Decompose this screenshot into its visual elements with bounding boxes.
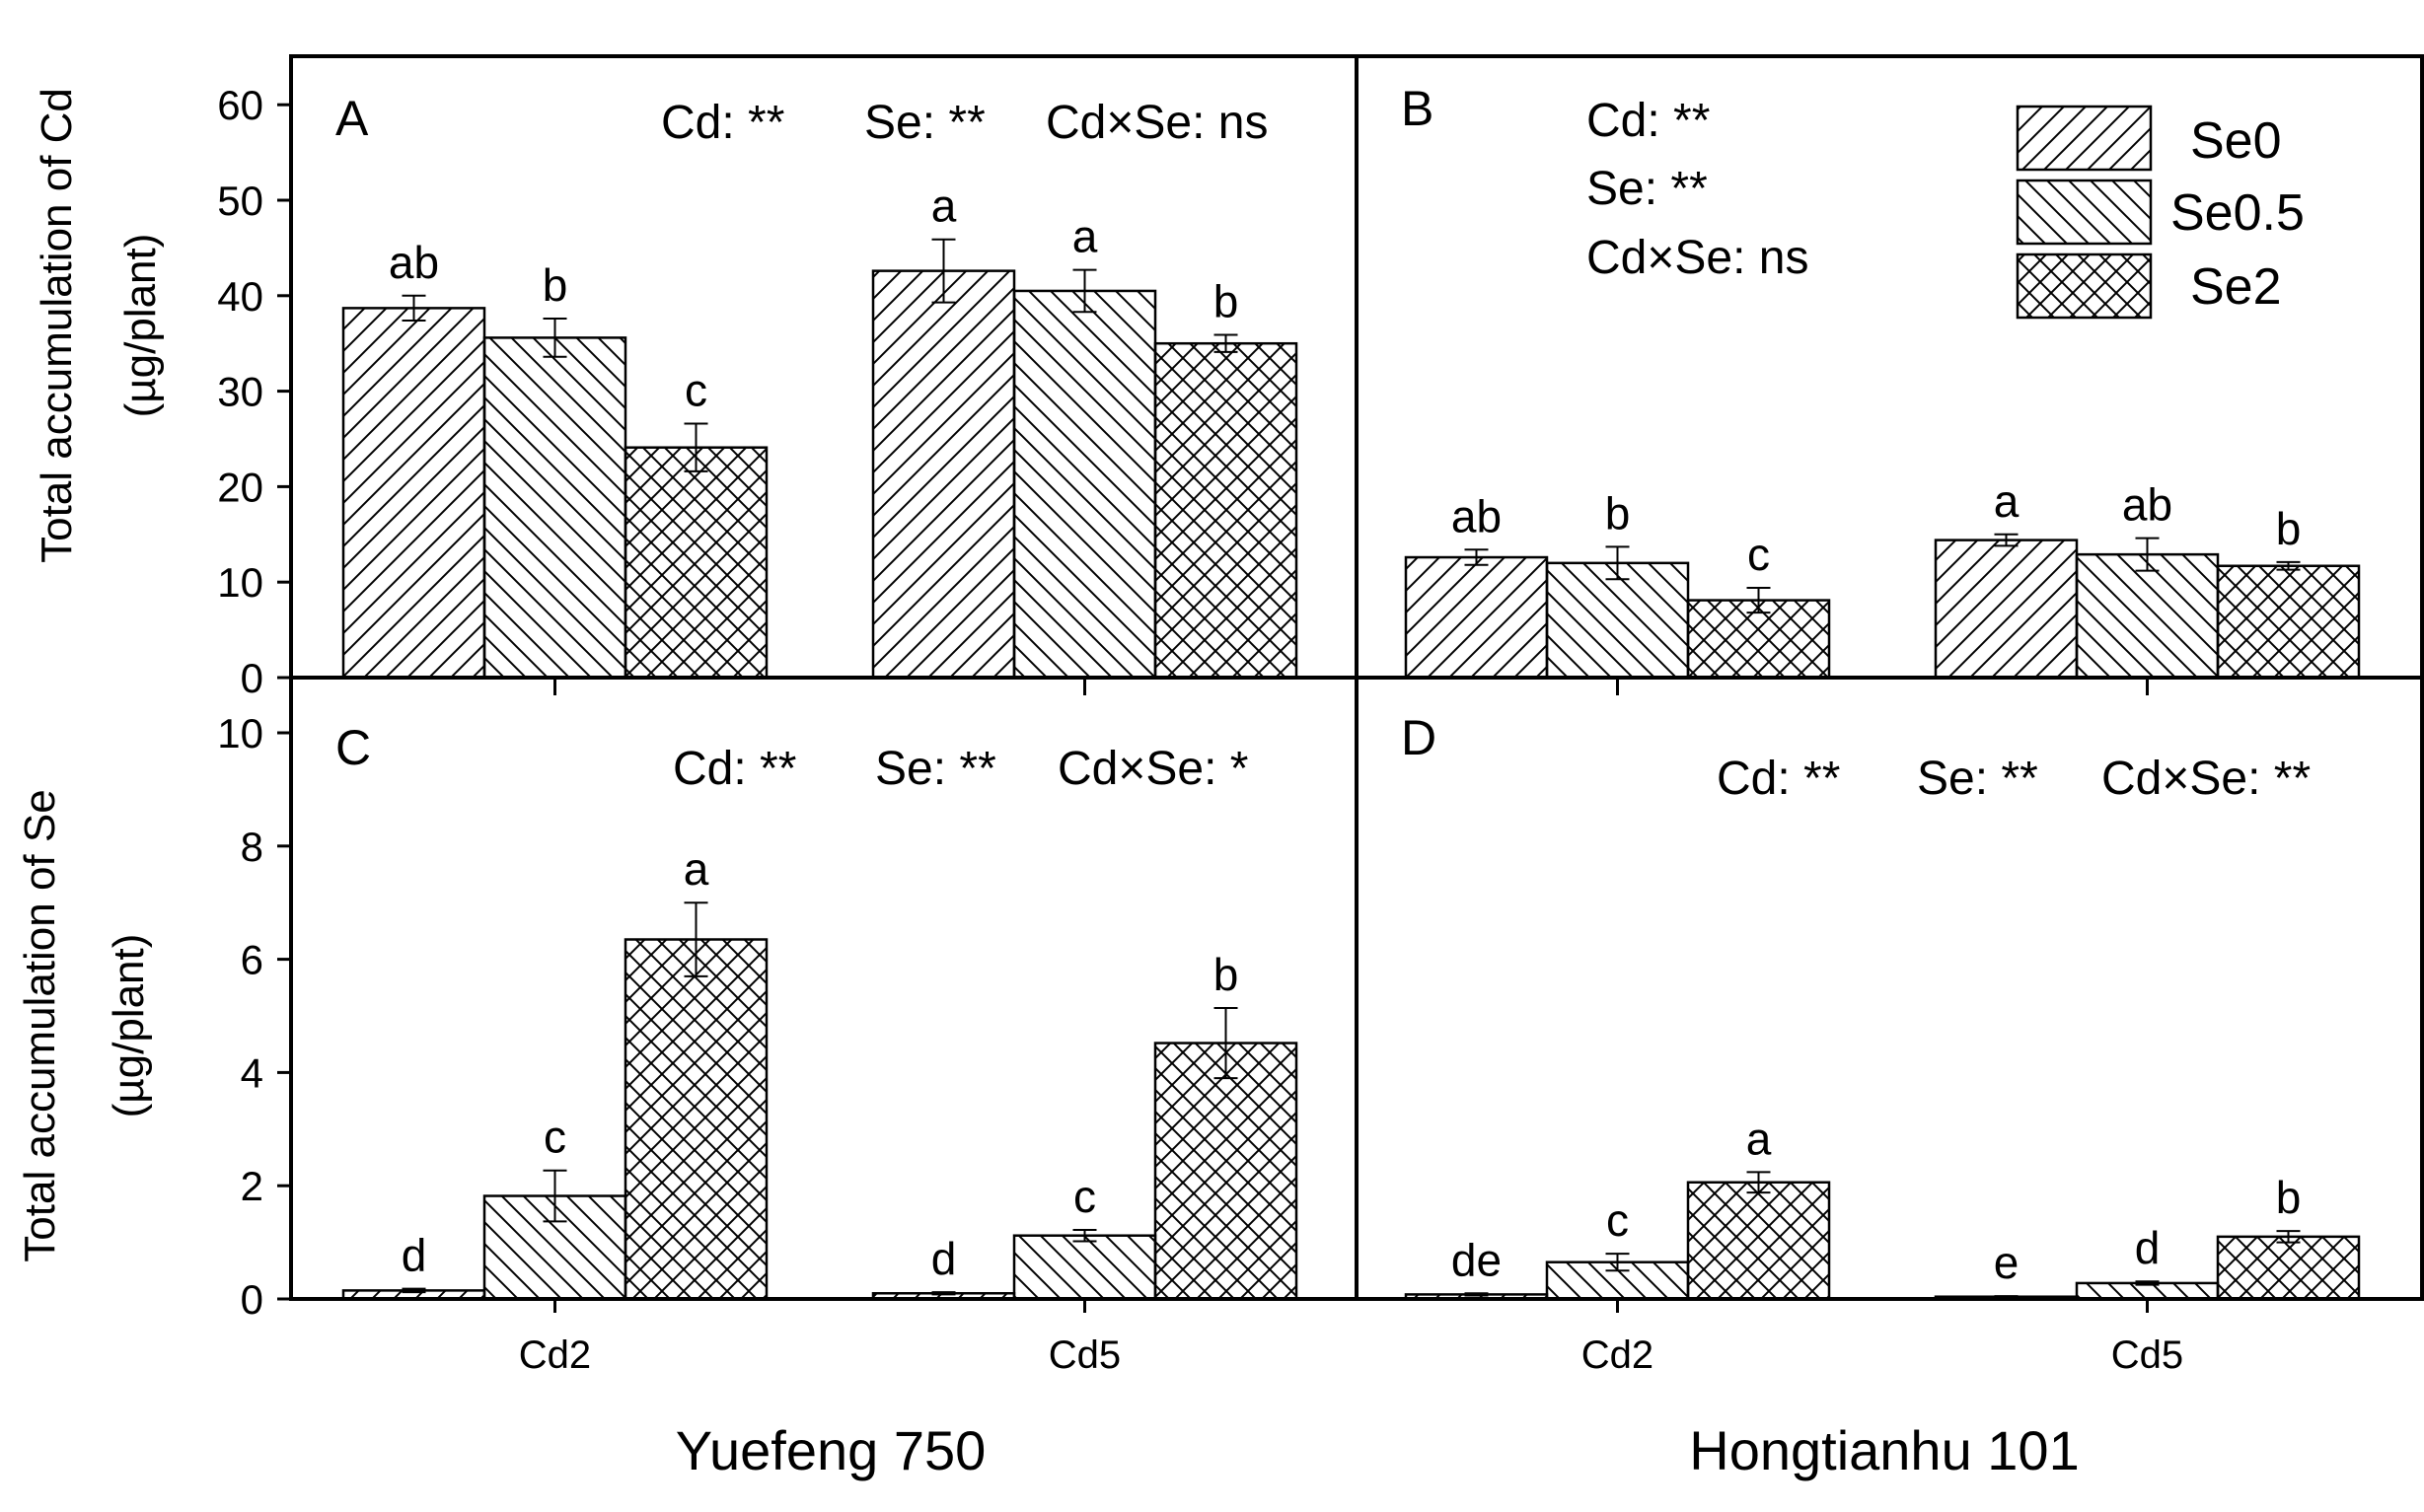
- bar: [1153, 341, 1298, 680]
- significance-letter: ab: [2122, 479, 2172, 531]
- y-tick-label: 6: [241, 937, 263, 983]
- significance-letter: c: [544, 1112, 566, 1163]
- bar: [2216, 1235, 2361, 1301]
- significance-letter: a: [1994, 475, 2020, 527]
- significance-letter: a: [931, 180, 957, 232]
- bar: [1686, 1181, 1831, 1301]
- anova-annotation: Se: **: [875, 743, 996, 795]
- significance-letter: b: [1605, 487, 1631, 539]
- bar: [871, 269, 1016, 680]
- y-title-cd-line2: (µg/plant): [116, 234, 165, 418]
- x-tick-label: Cd2: [519, 1333, 591, 1377]
- bar: [1012, 1234, 1157, 1301]
- significance-letter: b: [2276, 503, 2302, 554]
- panel-D: de e c d a b Cd2 Cd5 D Cd: ** Se: ** Cd×Se: **: [1355, 676, 2424, 1377]
- legend-swatch-se0: [2016, 105, 2153, 172]
- y-tick-label: 4: [241, 1049, 263, 1096]
- anova-annotation: Cd: **: [661, 97, 784, 149]
- anova-annotation: Se: **: [1917, 753, 2038, 805]
- significance-letter: d: [931, 1233, 957, 1284]
- anova-annotation: Se: **: [1586, 163, 1708, 215]
- significance-letter: d: [402, 1230, 427, 1281]
- significance-letter: d: [2135, 1222, 2161, 1273]
- anova-annotation: Se: **: [864, 97, 986, 149]
- bar: [1012, 289, 1157, 680]
- legend-label-se2: Se2: [2190, 258, 2282, 316]
- significance-letter: e: [1994, 1237, 2020, 1288]
- panel-label: B: [1401, 81, 1433, 136]
- bar: [482, 336, 627, 680]
- anova-annotation: Cd×Se: *: [1058, 743, 1248, 795]
- y-tick-label: 10: [217, 559, 263, 606]
- x-tick-label: Cd5: [2111, 1333, 2183, 1377]
- significance-letter: b: [1213, 275, 1239, 326]
- x-title-hongtianhu: Hongtianhu 101: [1689, 1419, 2079, 1481]
- panel-label: A: [335, 91, 369, 146]
- y-tick-label: 40: [217, 273, 263, 320]
- significance-letter: de: [1451, 1234, 1502, 1285]
- y-tick-label: 50: [217, 178, 263, 224]
- significance-letter: c: [1747, 529, 1770, 580]
- significance-letter: a: [1746, 1113, 1772, 1164]
- anova-annotation: Cd×Se: ns: [1046, 97, 1268, 149]
- anova-annotation: Cd×Se: **: [2101, 753, 2311, 805]
- legend-swatch-se2: [2016, 252, 2153, 320]
- panel-frame: [1355, 676, 2424, 1301]
- significance-letter: b: [2276, 1172, 2302, 1223]
- anova-annotation: Cd×Se: ns: [1586, 232, 1808, 284]
- significance-letter: ab: [1451, 490, 1502, 541]
- bar: [1404, 555, 1549, 680]
- panel-label: C: [335, 720, 371, 775]
- legend-swatch-se05: [2016, 179, 2153, 246]
- anova-annotation: Cd: **: [673, 743, 796, 795]
- y-tick-label: 30: [217, 369, 263, 415]
- y-tick-label: 0: [241, 655, 263, 701]
- bar: [2075, 552, 2220, 680]
- legend: Se0 Se0.5 Se2: [2016, 105, 2305, 320]
- significance-letter: c: [1073, 1171, 1096, 1222]
- panel-label: D: [1401, 710, 1436, 765]
- y-tick-label: 60: [217, 82, 263, 128]
- y-title-se-line1: Total accumulation of Se: [16, 789, 64, 1261]
- y-tick-label: 10: [217, 710, 263, 756]
- anova-annotation: Cd: **: [1586, 95, 1710, 147]
- bar: [1153, 1042, 1298, 1301]
- x-tick-label: Cd5: [1049, 1333, 1121, 1377]
- y-title-cd-line1: Total accumulation of Cd: [33, 88, 81, 563]
- bar: [341, 307, 486, 680]
- bar: [1934, 539, 2079, 680]
- y-title-se-line2: (µg/plant): [105, 934, 153, 1118]
- legend-label-se0: Se0: [2190, 112, 2282, 170]
- y-tick-label: 0: [241, 1276, 263, 1323]
- significance-letter: b: [543, 259, 568, 311]
- anova-annotation: Cd: **: [1717, 753, 1840, 805]
- y-tick-label: 2: [241, 1163, 263, 1209]
- bar: [624, 446, 769, 680]
- bar: [2216, 564, 2361, 680]
- significance-letter: b: [1213, 949, 1239, 1000]
- significance-letter: a: [684, 843, 709, 895]
- significance-letter: c: [1606, 1194, 1629, 1246]
- significance-letter: ab: [389, 237, 439, 288]
- significance-letter: a: [1072, 211, 1098, 262]
- y-tick-label: 8: [241, 824, 263, 870]
- significance-letter: c: [685, 365, 707, 416]
- x-title-yuefeng: Yuefeng 750: [676, 1419, 987, 1481]
- legend-label-se05: Se0.5: [2170, 184, 2305, 242]
- panel-C: d d c c a b 0 2 4 6 8 10 Cd2 Cd5 C Cd: ** Se: ** Cd×Se: *: [217, 676, 1359, 1377]
- bar: [624, 938, 769, 1301]
- x-tick-label: Cd2: [1581, 1333, 1653, 1377]
- y-tick-label: 20: [217, 464, 263, 510]
